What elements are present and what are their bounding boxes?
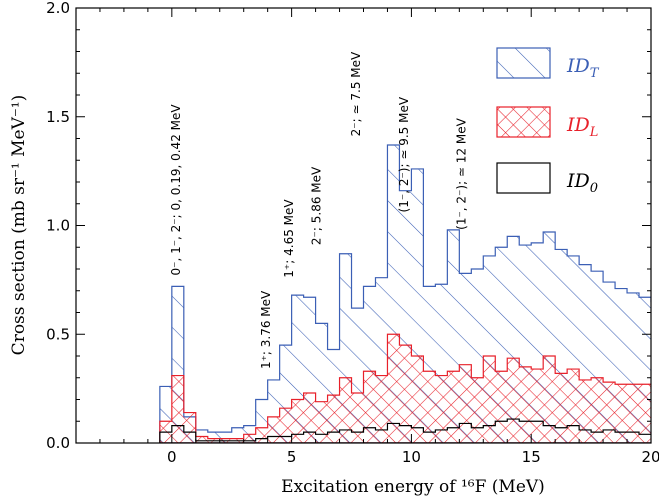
legend: IDT IDL ID0 [496,47,600,196]
series-ID_L [159,333,651,443]
y-tick-label: 0.0 [46,434,70,452]
axes: 0 5 10 15 20 0.0 0.5 1.0 1.5 2.0 [46,0,659,466]
legend-entry-ID_T: IDT [496,47,600,81]
peak-annotation: 2⁻; ≃ 7.5 MeV [349,51,363,136]
legend-swatch [496,106,551,138]
peak-annotation: (1⁻, 2⁻); ≃ 12 MeV [454,117,468,229]
peak-annotation: (1⁻, 2⁻); ≃ 9.5 MeV [397,96,411,212]
peak-annotation: 0⁻, 1⁻, 2⁻; 0, 0.19, 0.42 MeV [169,104,183,276]
x-tick-label: 0 [167,448,177,466]
y-tick-label: 1.0 [46,217,70,235]
legend-label: IDL [566,114,598,140]
legend-swatch [496,162,551,194]
y-axis-title: Cross section (mb sr⁻¹ MeV⁻¹) [9,95,29,356]
histogram-ID_0 [159,418,651,443]
legend-subscript: L [589,125,599,140]
y-tick-label: 2.0 [46,0,70,17]
peak-annotation: 1⁺; 3.76 MeV [259,290,273,369]
peak-annotation: 1⁺; 4.65 MeV [282,199,296,278]
x-axis-title: Excitation energy of ¹⁶F (MeV) [281,477,545,497]
y-tick-label: 1.5 [46,108,70,126]
annotation-layer: 0⁻, 1⁻, 2⁻; 0, 0.19, 0.42 MeV 1⁺; 3.76 Me… [169,51,468,369]
y-tick-label: 0.5 [46,325,70,343]
series-ID_0 [159,418,651,443]
legend-subscript: T [590,66,600,81]
series-layer [159,144,651,443]
legend-entry-ID_L: IDL [496,106,598,140]
histogram-ID_L [159,333,651,443]
x-tick-label: 10 [402,448,421,466]
legend-entry-ID_0: ID0 [496,162,598,196]
legend-label: ID0 [566,170,598,196]
legend-label: IDT [566,55,600,81]
peak-annotation: 2⁻; 5.86 MeV [309,166,323,245]
x-tick-label: 20 [641,448,659,466]
legend-subscript: 0 [590,181,598,196]
x-tick-label: 5 [287,448,297,466]
x-tick-label: 15 [522,448,541,466]
legend-swatch [496,47,551,79]
